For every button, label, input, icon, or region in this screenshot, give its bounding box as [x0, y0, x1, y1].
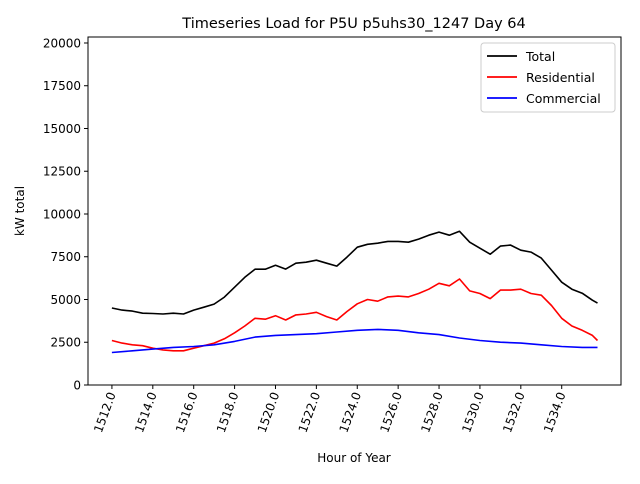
y-tick-label: 7500	[50, 250, 81, 264]
y-tick-label: 0	[73, 379, 81, 393]
chart-title: Timeseries Load for P5U p5uhs30_1247 Day…	[181, 16, 525, 32]
x-axis-label: Hour of Year	[317, 451, 391, 465]
y-tick-label: 12500	[43, 165, 81, 179]
series-line-total	[111, 230, 598, 315]
legend-label-total: Total	[525, 49, 555, 64]
y-axis-label: kW total	[13, 186, 27, 236]
plot-frame	[87, 36, 622, 386]
series-layer	[111, 230, 599, 354]
y-tick-label: 15000	[43, 122, 81, 136]
y-axis: 0 2500 5000 7500 10000 12500 15000 17500 20000	[43, 36, 88, 393]
y-tick-label: 2500	[50, 336, 81, 350]
legend: Total Residential Commercial	[480, 42, 616, 113]
y-tick-label: 20000	[43, 36, 81, 50]
series-line-commercial	[111, 328, 598, 354]
y-tick-label: 5000	[50, 293, 81, 307]
y-tick-label: 17500	[43, 79, 81, 93]
legend-box	[480, 42, 616, 113]
series-line-residential	[111, 278, 599, 352]
legend-label-commercial: Commercial	[526, 91, 601, 106]
legend-label-residential: Residential	[526, 70, 595, 85]
y-tick-label: 10000	[43, 207, 81, 221]
